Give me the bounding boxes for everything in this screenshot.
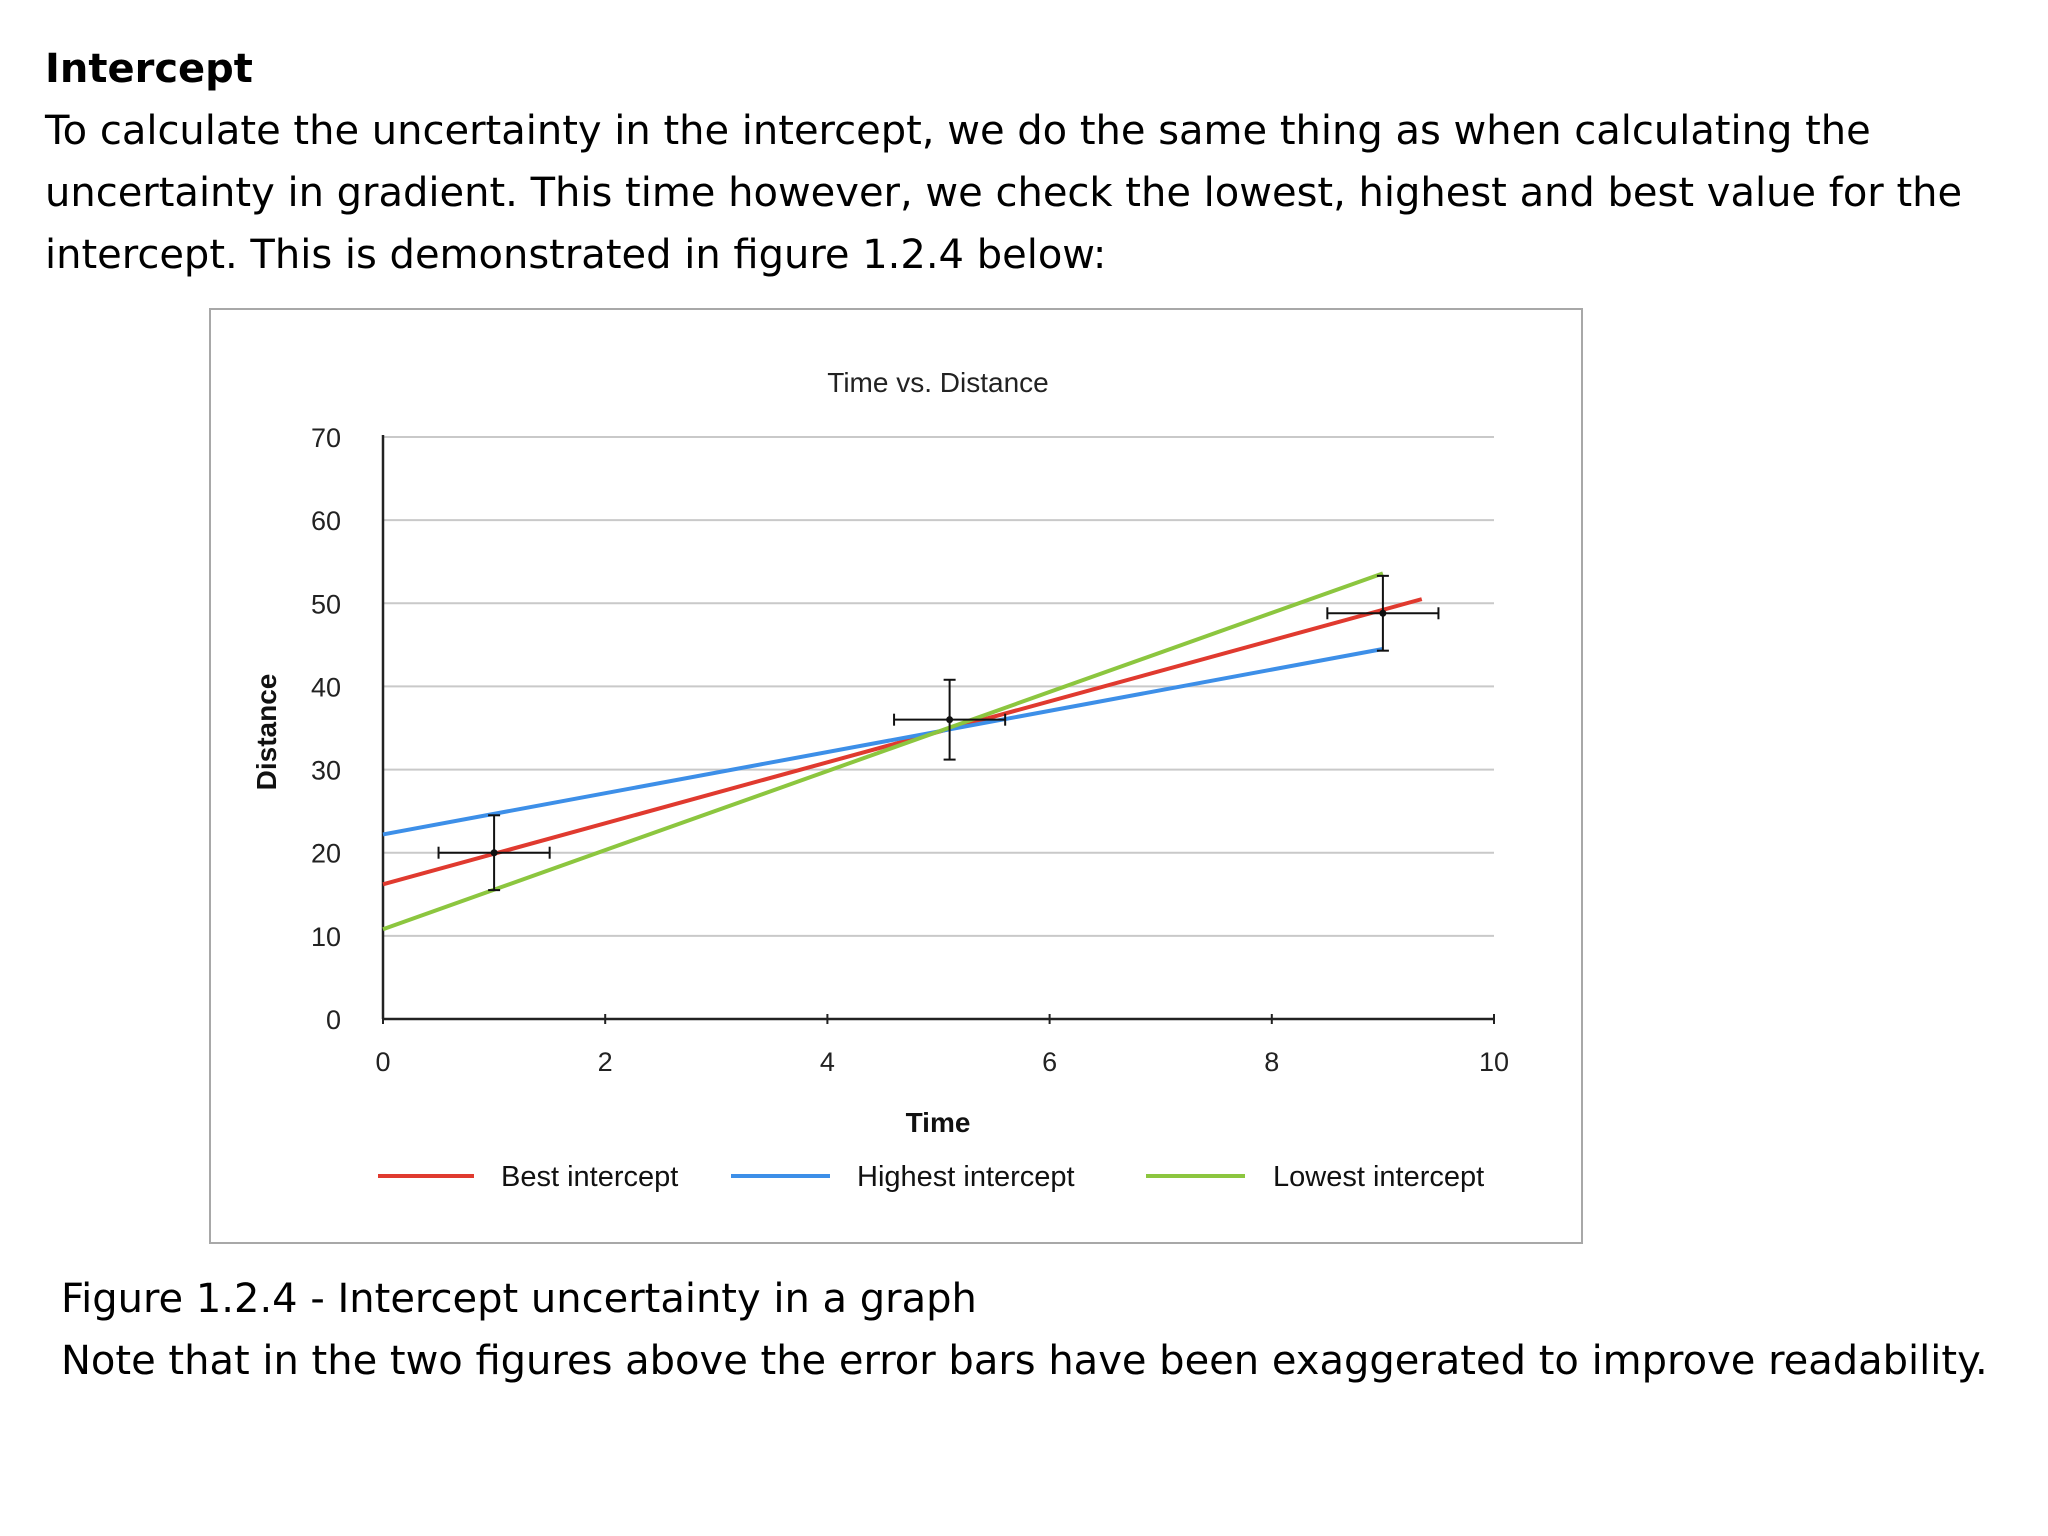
legend-label: Best intercept bbox=[501, 1161, 678, 1193]
legend-label: Lowest intercept bbox=[1273, 1161, 1484, 1193]
y-tick-labels: 0 10 20 30 40 50 60 70 bbox=[311, 423, 341, 1035]
figure-caption: Figure 1.2.4 - Intercept uncertainty in … bbox=[61, 1268, 2001, 1392]
x-axis-title: Time bbox=[906, 1107, 971, 1138]
error-bars bbox=[437, 574, 1440, 892]
legend-item-2: Highest intercept bbox=[731, 1161, 1075, 1193]
data-point-3 bbox=[1326, 574, 1440, 652]
y-tick-label-0: 0 bbox=[326, 1005, 341, 1035]
x-tick-label-4: 4 bbox=[820, 1047, 835, 1077]
y-tick-label-70: 70 bbox=[311, 423, 341, 453]
y-tick-label-40: 40 bbox=[311, 672, 341, 702]
y-tick-label-30: 30 bbox=[311, 756, 341, 786]
legend-item-1: Best intercept bbox=[378, 1161, 678, 1193]
page-heading: Intercept bbox=[45, 46, 253, 92]
x-tick-labels: 0 2 4 6 8 10 bbox=[375, 1047, 1509, 1077]
y-tick-label-50: 50 bbox=[311, 589, 341, 619]
figure-frame: Time vs. Distance 0 10 20 30 40 50 60 70 0 2 4 6 8 1… bbox=[209, 308, 1583, 1244]
data-point-marker bbox=[946, 716, 954, 724]
series-line-2 bbox=[382, 647, 1384, 837]
y-tick-label-60: 60 bbox=[311, 506, 341, 536]
x-tick-label-8: 8 bbox=[1264, 1047, 1279, 1077]
caption-title: Figure 1.2.4 - Intercept uncertainty in … bbox=[61, 1276, 977, 1322]
legend-item-3: Lowest intercept bbox=[1146, 1161, 1484, 1193]
gridlines bbox=[383, 436, 1494, 937]
chart-title: Time vs. Distance bbox=[827, 367, 1048, 398]
caption-note: Note that in the two figures above the e… bbox=[61, 1338, 1988, 1384]
data-point-2 bbox=[893, 678, 1007, 761]
data-point-1 bbox=[437, 814, 551, 892]
y-axis-title: Distance bbox=[251, 674, 282, 791]
intro-paragraph: To calculate the uncertainty in the inte… bbox=[45, 108, 1963, 278]
y-tick-label-20: 20 bbox=[311, 839, 341, 869]
legend: Best intercept Highest intercept Lowest in… bbox=[378, 1161, 1484, 1193]
axes bbox=[381, 435, 1495, 1024]
legend-label: Highest intercept bbox=[857, 1161, 1075, 1193]
y-tick-label-10: 10 bbox=[311, 922, 341, 952]
data-point-marker bbox=[490, 849, 498, 857]
x-tick-label-6: 6 bbox=[1042, 1047, 1057, 1077]
x-tick-label-10: 10 bbox=[1479, 1047, 1509, 1077]
series-line-3 bbox=[382, 571, 1384, 932]
data-point-marker bbox=[1379, 609, 1387, 617]
x-tick-label-2: 2 bbox=[598, 1047, 613, 1077]
series-line-1 bbox=[382, 597, 1423, 887]
time-vs-distance-chart: Time vs. Distance 0 10 20 30 40 50 60 70 0 2 4 6 8 1… bbox=[251, 367, 1509, 1193]
series-lines bbox=[382, 571, 1423, 932]
x-tick-label-0: 0 bbox=[375, 1047, 390, 1077]
